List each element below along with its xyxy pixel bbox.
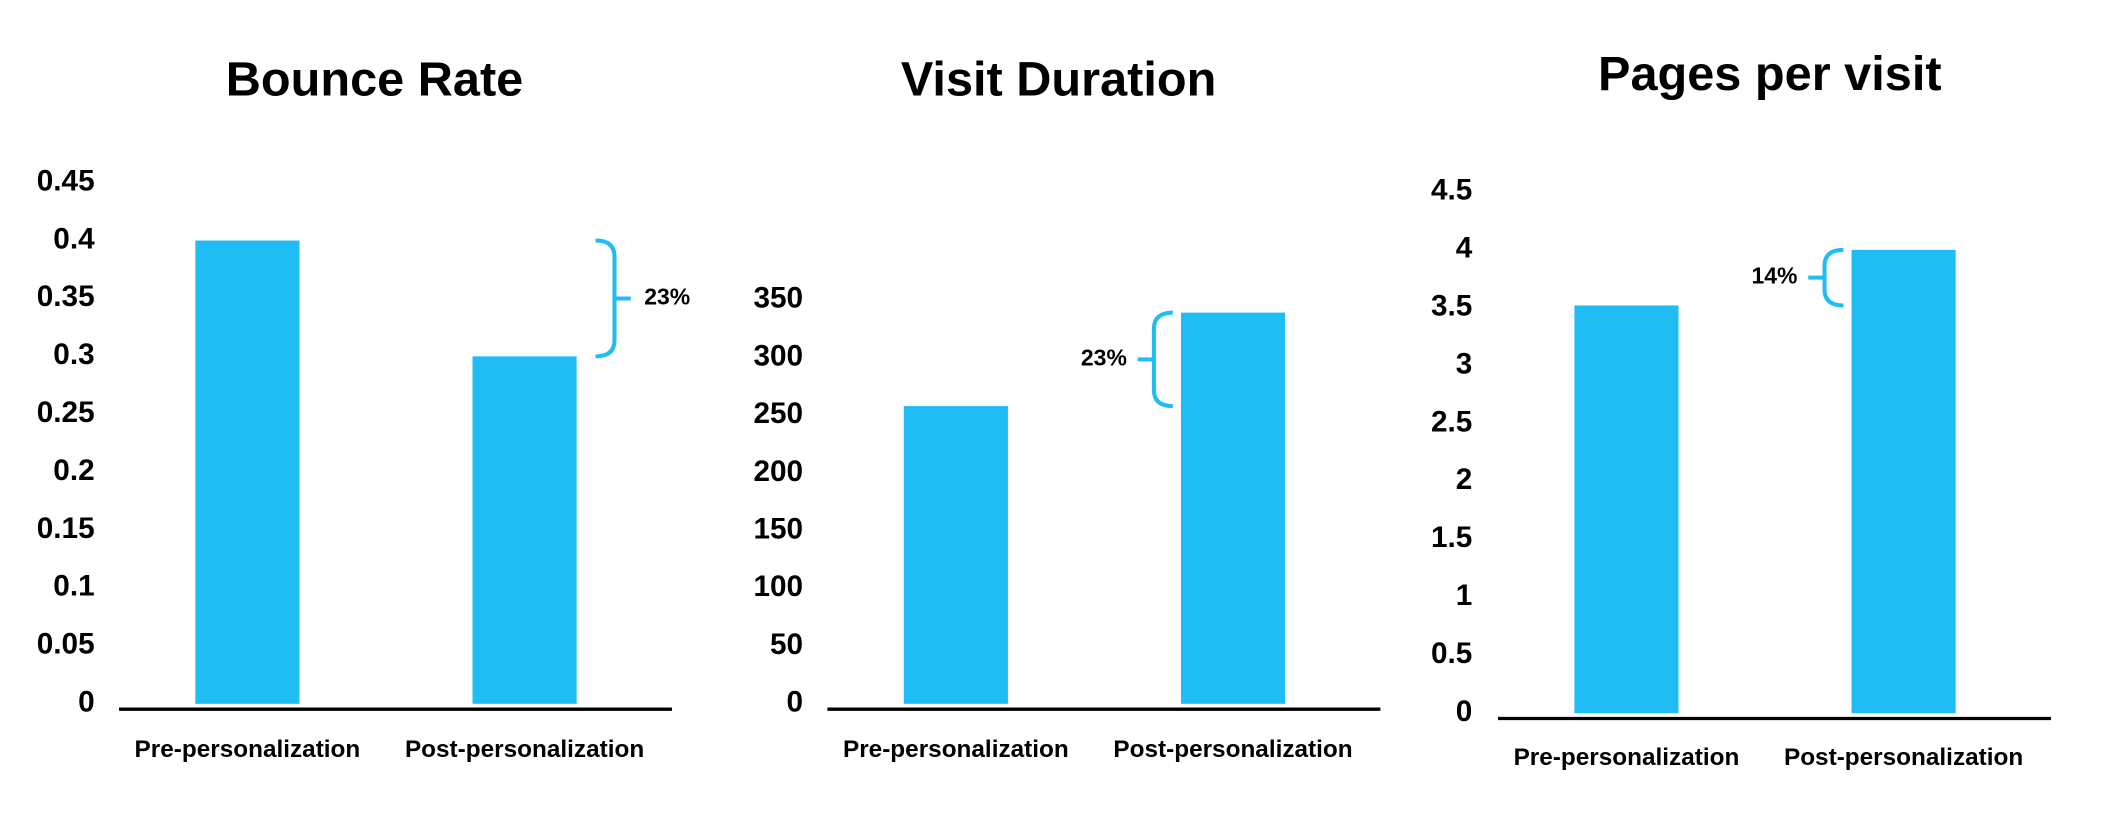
- bar-chart: Bounce Rate 0 0.05 0.1 0.15 0.2 0.25 0.3 0.35 0.4…: [37, 53, 690, 763]
- y-tick-label: 0.4: [53, 222, 95, 255]
- charts: Bounce Rate 0 0.05 0.1 0.15 0.2 0.25 0.3 0.35 0.4…: [37, 47, 2051, 771]
- annotation: 14%: [1751, 263, 1797, 289]
- y-tick-label: 0: [787, 686, 804, 719]
- y-tick-label: 4.5: [1431, 174, 1472, 207]
- y-tick-label: 0.45: [37, 165, 95, 198]
- annotation: 23%: [1081, 344, 1127, 370]
- y-tick-label: 3: [1456, 348, 1473, 381]
- y-tick-label: 0.15: [37, 512, 95, 545]
- x-tick-label: Post-personalization: [405, 736, 644, 763]
- chart-title: Pages per visit: [1598, 47, 1942, 101]
- y-tick-label: 350: [753, 282, 803, 315]
- y-tick-label: 0.05: [37, 628, 95, 661]
- y-tick-label: 0: [1456, 695, 1473, 728]
- bar: [1851, 249, 1956, 714]
- y-tick-label: 1: [1456, 579, 1473, 612]
- bar: [195, 240, 300, 704]
- y-tick-label: 100: [753, 570, 803, 603]
- y-tick-label: 1.5: [1431, 521, 1472, 554]
- y-tick-label: 0.2: [53, 454, 94, 487]
- x-tick-label: Pre-personalization: [1514, 744, 1740, 771]
- bar-chart: Visit Duration 0 50 100 150 200 250 300 350 Pre-p…: [753, 53, 1381, 763]
- bar: [1180, 312, 1286, 704]
- y-tick-label: 50: [770, 628, 803, 661]
- y-tick-label: 300: [753, 340, 803, 373]
- difference-bracket: [595, 238, 631, 359]
- y-tick-label: 4: [1456, 232, 1473, 265]
- y-tick-label: 0.3: [53, 338, 94, 371]
- chart-title: Visit Duration: [901, 53, 1217, 107]
- bar: [903, 406, 1008, 704]
- y-tick-label: 2.5: [1431, 406, 1472, 439]
- y-tick-label: 0.35: [37, 280, 95, 313]
- y-tick-label: 250: [753, 397, 803, 430]
- annotation: 23%: [644, 284, 690, 310]
- difference-bracket: [1137, 310, 1173, 409]
- y-tick-label: 0.1: [53, 570, 94, 603]
- x-tick-label: Pre-personalization: [135, 736, 361, 763]
- x-tick-label: Post-personalization: [1113, 736, 1352, 763]
- x-tick-label: Post-personalization: [1784, 744, 2023, 771]
- y-tick-label: 0.25: [37, 396, 95, 429]
- y-tick-label: 3.5: [1431, 290, 1472, 323]
- y-tick-label: 0.5: [1431, 637, 1472, 670]
- bar: [472, 356, 577, 704]
- y-tick-label: 0: [78, 686, 95, 719]
- x-tick-label: Pre-personalization: [843, 736, 1069, 763]
- bar: [1574, 305, 1679, 714]
- y-tick-label: 2: [1456, 463, 1473, 496]
- difference-bracket: [1808, 247, 1844, 308]
- chart-title: Bounce Rate: [226, 53, 523, 107]
- y-tick-label: 150: [753, 513, 803, 546]
- y-tick-label: 200: [753, 455, 803, 488]
- bar-chart: Pages per visit 0 0.5 1 1.5 2 2.5 3 3.5 4 4.5 Pre-p…: [1431, 47, 2051, 771]
